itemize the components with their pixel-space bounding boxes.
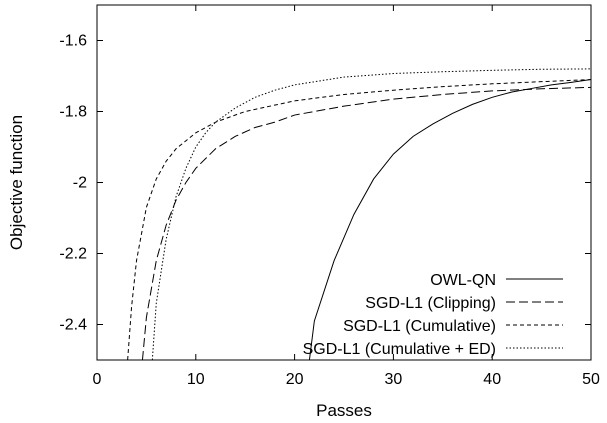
legend-label: SGD-L1 (Cumulative + ED) <box>303 341 496 358</box>
legend: OWL-QN SGD-L1 (Clipping) SGD-L1 (Cumulativ… <box>303 272 563 358</box>
series-line-4 <box>151 68 591 360</box>
legend-item: SGD-L1 (Clipping) <box>365 295 563 312</box>
legend-item: SGD-L1 (Cumulative + ED) <box>303 341 563 358</box>
series-line-3 <box>127 79 591 360</box>
y-tick-label: -2.2 <box>59 246 87 263</box>
y-axis-label: Objective function <box>7 115 26 250</box>
y-tick-label: -1.8 <box>59 104 87 121</box>
y-axis: -2.4 -2.2 -2 -1.8 -1.6 <box>59 33 591 334</box>
x-tick-label: 50 <box>582 371 600 388</box>
y-tick-label: -2 <box>73 175 87 192</box>
plot-lines <box>127 68 591 360</box>
x-axis-label: Passes <box>316 401 372 420</box>
legend-label: SGD-L1 (Cumulative) <box>343 318 496 335</box>
y-tick-label: -2.4 <box>59 317 87 334</box>
y-tick-label: -1.6 <box>59 33 87 50</box>
x-axis: 0 10 20 30 40 50 <box>93 5 600 388</box>
legend-item: SGD-L1 (Cumulative) <box>343 318 563 335</box>
plot-frame <box>96 4 592 361</box>
series-line-1 <box>308 79 591 360</box>
x-tick-label: 20 <box>286 371 304 388</box>
x-tick-label: 40 <box>483 371 501 388</box>
x-tick-label: 0 <box>93 371 102 388</box>
legend-label: OWL-QN <box>430 272 496 289</box>
x-tick-label: 10 <box>187 371 205 388</box>
legend-label: SGD-L1 (Clipping) <box>365 295 496 312</box>
legend-item: OWL-QN <box>430 272 563 289</box>
x-tick-label: 30 <box>385 371 403 388</box>
series-line-2 <box>141 86 591 360</box>
